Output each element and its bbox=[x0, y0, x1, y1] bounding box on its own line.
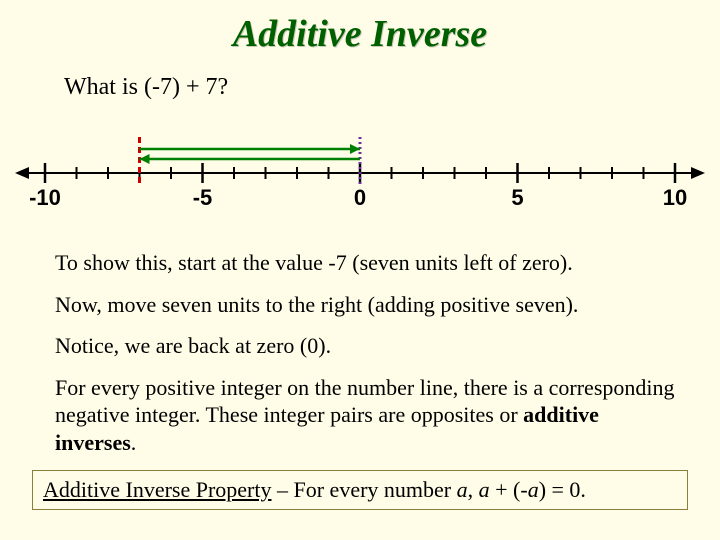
paragraph-3: Notice, we are back at zero (0). bbox=[55, 332, 680, 360]
para4-tail: . bbox=[131, 430, 137, 455]
property-c1: , bbox=[468, 477, 479, 502]
property-var-a3: a bbox=[528, 477, 539, 502]
property-c3: ) = 0. bbox=[539, 477, 586, 502]
paragraph-2: Now, move seven units to the right (addi… bbox=[55, 291, 680, 319]
question-text: What is (-7) + 7? bbox=[64, 74, 720, 101]
paragraph-1: To show this, start at the value -7 (sev… bbox=[55, 249, 680, 277]
property-var-a1: a bbox=[457, 477, 468, 502]
property-label: Additive Inverse Property bbox=[43, 477, 272, 502]
page-title: Additive Inverse bbox=[0, 0, 720, 56]
svg-text:5: 5 bbox=[511, 185, 523, 210]
property-mid: – For every number bbox=[272, 477, 457, 502]
svg-text:0: 0 bbox=[354, 185, 366, 210]
property-box: Additive Inverse Property – For every nu… bbox=[32, 470, 688, 510]
svg-text:-10: -10 bbox=[29, 185, 61, 210]
property-c2: + (- bbox=[490, 477, 528, 502]
number-line-diagram: -10 -5 0 5 10 bbox=[15, 125, 705, 235]
paragraph-4: For every positive integer on the number… bbox=[55, 374, 680, 457]
svg-text:-5: -5 bbox=[193, 185, 213, 210]
svg-text:10: 10 bbox=[663, 185, 687, 210]
property-var-a2: a bbox=[479, 477, 490, 502]
